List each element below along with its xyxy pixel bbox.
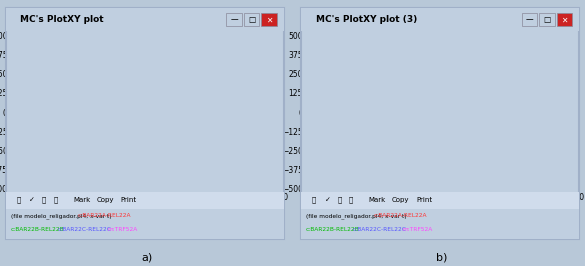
- Text: 2: 2: [50, 38, 56, 47]
- Text: Print: Print: [416, 197, 432, 203]
- X-axis label: [s]: [s]: [142, 203, 152, 213]
- Text: c:BAR22B-REL22B: c:BAR22B-REL22B: [306, 227, 360, 232]
- Text: ✓: ✓: [325, 197, 331, 203]
- Text: □: □: [543, 15, 550, 24]
- Text: □: □: [248, 15, 255, 24]
- Text: MC's PlotXY plot: MC's PlotXY plot: [20, 15, 104, 24]
- Text: Print: Print: [121, 197, 137, 203]
- Text: 5: 5: [217, 84, 223, 93]
- Text: 5: 5: [512, 88, 518, 97]
- Text: Copy: Copy: [392, 197, 410, 203]
- Bar: [311, 88, 448, 127]
- Text: a): a): [142, 253, 153, 263]
- Text: c:BAR22C-REL22C: c:BAR22C-REL22C: [353, 227, 407, 232]
- X-axis label: [s]: [s]: [438, 203, 448, 213]
- Text: b): b): [436, 253, 448, 263]
- Bar: [114, 88, 167, 127]
- Text: ✓: ✓: [29, 197, 35, 203]
- Text: —: —: [525, 15, 534, 24]
- Text: 1: 1: [308, 38, 314, 47]
- Text: ⬜: ⬜: [349, 197, 353, 203]
- Text: —: —: [230, 15, 238, 24]
- Text: (file modelo_religador.pl4; x-var t): (file modelo_religador.pl4; x-var t): [306, 213, 407, 219]
- Text: 4: 4: [449, 102, 455, 111]
- Text: c:BAR22B-REL22B: c:BAR22B-REL22B: [11, 227, 64, 232]
- Text: ⬜: ⬜: [53, 197, 58, 203]
- Text: 2: 2: [377, 38, 383, 47]
- Text: ⬛: ⬛: [42, 197, 46, 203]
- Text: c:BAR22A-REL22A: c:BAR22A-REL22A: [373, 213, 426, 218]
- Text: c:BAR22A-REL22A: c:BAR22A-REL22A: [78, 213, 131, 218]
- Text: MC's PlotXY plot (3): MC's PlotXY plot (3): [316, 15, 417, 24]
- Text: (file modelo_religador.pl4; x-var t): (file modelo_religador.pl4; x-var t): [11, 213, 111, 219]
- Text: ✕: ✕: [266, 15, 272, 24]
- Text: m:TRF52A: m:TRF52A: [107, 227, 137, 232]
- Text: Mark: Mark: [369, 197, 386, 203]
- Text: 3: 3: [543, 75, 549, 84]
- Text: ⬛: ⬛: [337, 197, 342, 203]
- Text: ⬜: ⬜: [16, 197, 21, 203]
- Text: c:BAR22C-REL22C: c:BAR22C-REL22C: [57, 227, 111, 232]
- Text: m:TRF52A: m:TRF52A: [402, 227, 433, 232]
- Text: 3: 3: [106, 75, 112, 84]
- Text: ✕: ✕: [562, 15, 567, 24]
- Text: 1: 1: [13, 38, 19, 47]
- Text: Copy: Copy: [97, 197, 114, 203]
- Text: ⬜: ⬜: [312, 197, 316, 203]
- Text: 4: 4: [132, 84, 137, 93]
- Text: Mark: Mark: [73, 197, 91, 203]
